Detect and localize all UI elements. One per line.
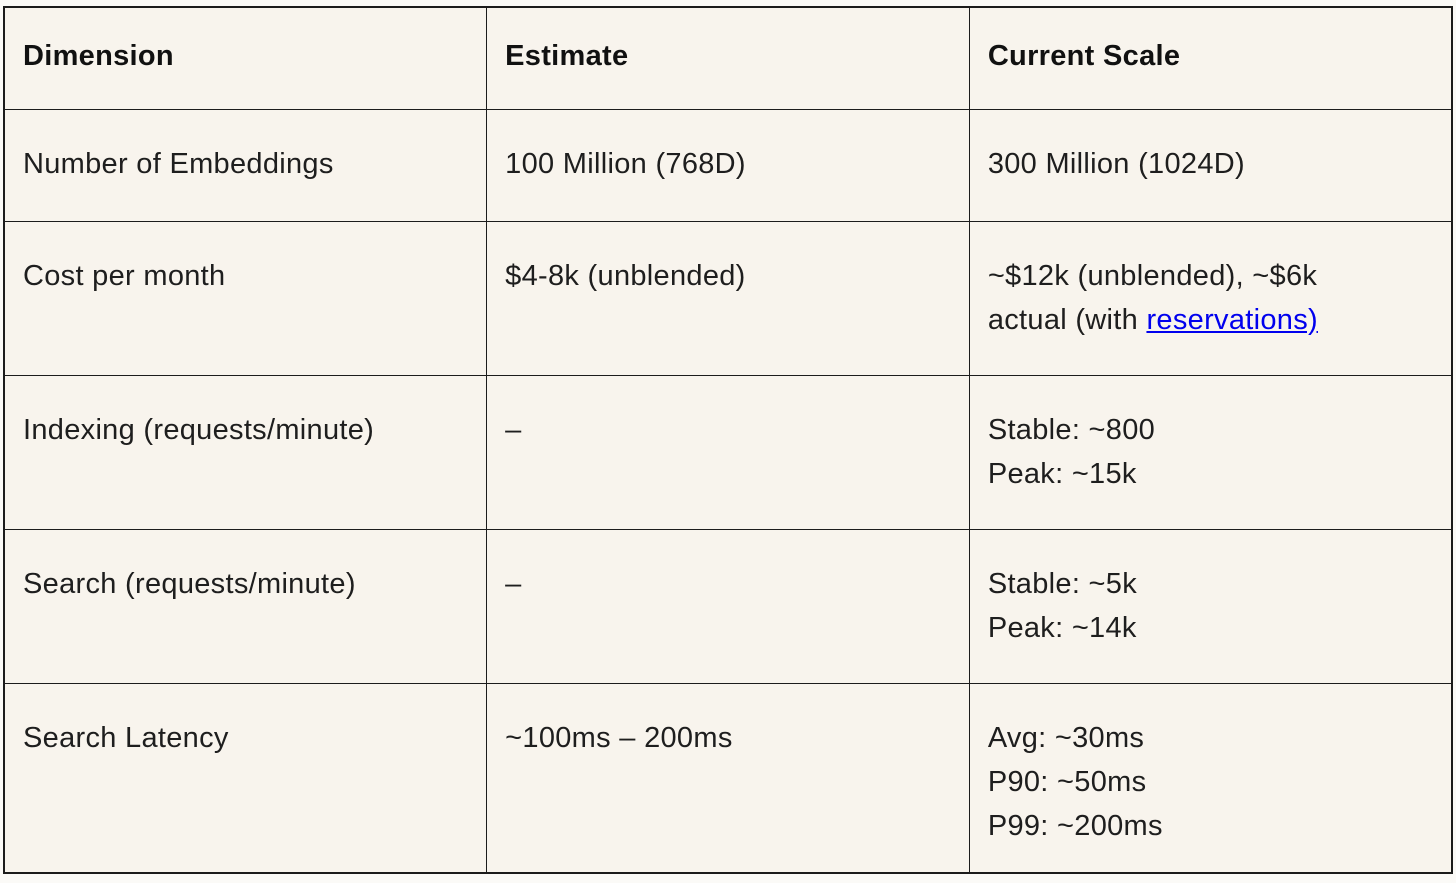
cell-current-scale: Avg: ~30ms P90: ~50ms P99: ~200ms	[968, 682, 1453, 874]
table-row-latency: Search Latency ~100ms – 200ms Avg: ~30ms…	[3, 682, 1453, 874]
cell-estimate: –	[486, 374, 970, 530]
cell-current-scale: Stable: ~5k Peak: ~14k	[968, 528, 1453, 684]
cell-estimate: 100 Million (768D)	[486, 108, 970, 222]
cell-dimension: Search (requests/minute)	[3, 528, 488, 684]
reservations-link[interactable]: reservations)	[1146, 303, 1318, 336]
cell-current-scale: ~$12k (unblended), ~$6k actual (with res…	[968, 220, 1453, 376]
cost-scale-text: ~$12k (unblended), ~$6k actual (with	[987, 259, 1318, 336]
cell-dimension: Search Latency	[3, 682, 488, 874]
cell-estimate: ~100ms – 200ms	[486, 682, 970, 874]
cell-estimate: $4-8k (unblended)	[486, 220, 970, 376]
cell-dimension: Number of Embeddings	[3, 108, 488, 222]
header-row: Dimension Estimate Current Scale	[3, 6, 1453, 110]
table-row-embeddings: Number of Embeddings 100 Million (768D) …	[3, 108, 1453, 222]
column-header-estimate: Estimate	[486, 6, 970, 110]
scale-metrics-table: Dimension Estimate Current Scale Number …	[3, 6, 1453, 874]
cell-current-scale: 300 Million (1024D)	[968, 108, 1453, 222]
column-header-dimension: Dimension	[3, 6, 488, 110]
cell-dimension: Indexing (requests/minute)	[3, 374, 488, 530]
column-header-current-scale: Current Scale	[968, 6, 1453, 110]
cell-dimension: Cost per month	[3, 220, 488, 376]
table-row-search: Search (requests/minute) – Stable: ~5k P…	[3, 528, 1453, 684]
cell-estimate: –	[486, 528, 970, 684]
table-row-cost: Cost per month $4-8k (unblended) ~$12k (…	[3, 220, 1453, 376]
table-row-indexing: Indexing (requests/minute) – Stable: ~80…	[3, 374, 1453, 530]
cell-current-scale: Stable: ~800 Peak: ~15k	[968, 374, 1453, 530]
